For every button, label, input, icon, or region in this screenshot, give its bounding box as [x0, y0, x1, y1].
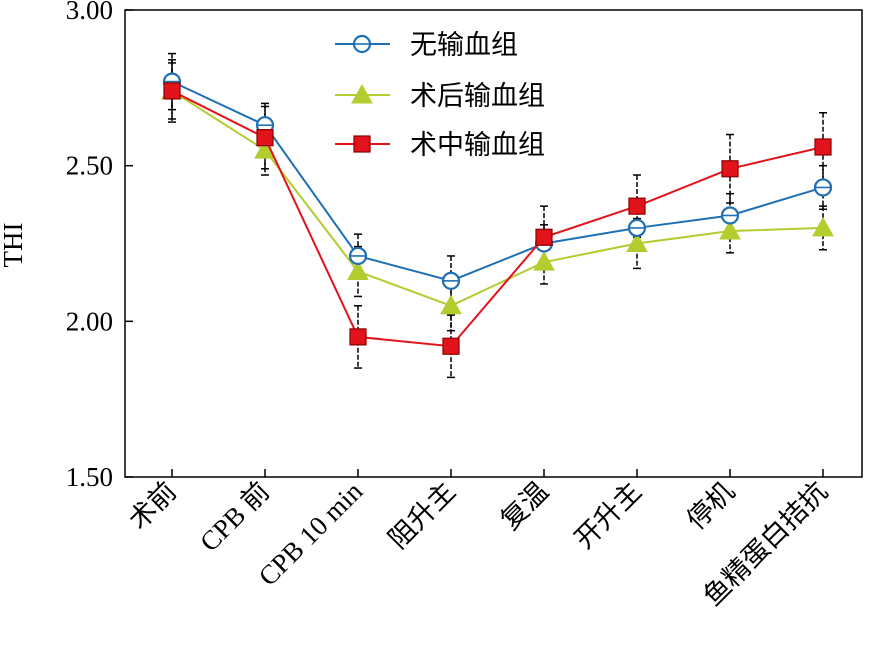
- x-tick-label: 开升主: [569, 476, 647, 554]
- legend-label: 无输血组: [410, 30, 518, 61]
- series-line: [171, 90, 824, 348]
- x-tick-label: 阻升主: [383, 476, 461, 554]
- data-point: [533, 251, 555, 271]
- data-point: [440, 294, 462, 315]
- series-line: [171, 80, 824, 282]
- y-axis-label: THI: [0, 223, 28, 268]
- legend-marker: [351, 83, 373, 104]
- data-point: [719, 220, 741, 240]
- data-point: [628, 197, 646, 215]
- data-point: [442, 337, 460, 355]
- x-tick-label: 术前: [123, 476, 182, 535]
- data-point: [535, 228, 553, 246]
- data-point: [163, 82, 181, 100]
- data-point: [347, 260, 369, 281]
- data-point: [721, 160, 739, 178]
- y-tick-label: 2.50: [66, 151, 113, 181]
- x-tick-label: 停机: [681, 476, 740, 535]
- data-point: [256, 129, 274, 147]
- x-tick-label: 复温: [495, 476, 554, 535]
- data-point: [626, 232, 648, 252]
- data-point: [814, 138, 832, 156]
- legend-label: 术后输血组: [410, 81, 545, 112]
- data-point: [812, 216, 834, 237]
- y-tick-label: 1.50: [66, 462, 113, 492]
- plot-frame: [124, 9, 863, 478]
- x-tick-label: CPB 前: [194, 476, 275, 557]
- legend-marker: [353, 135, 371, 153]
- y-tick-label: 3.00: [66, 0, 113, 25]
- data-point: [349, 328, 367, 346]
- legend-label: 术中输血组: [410, 130, 545, 161]
- y-tick-label: 2.00: [66, 306, 113, 336]
